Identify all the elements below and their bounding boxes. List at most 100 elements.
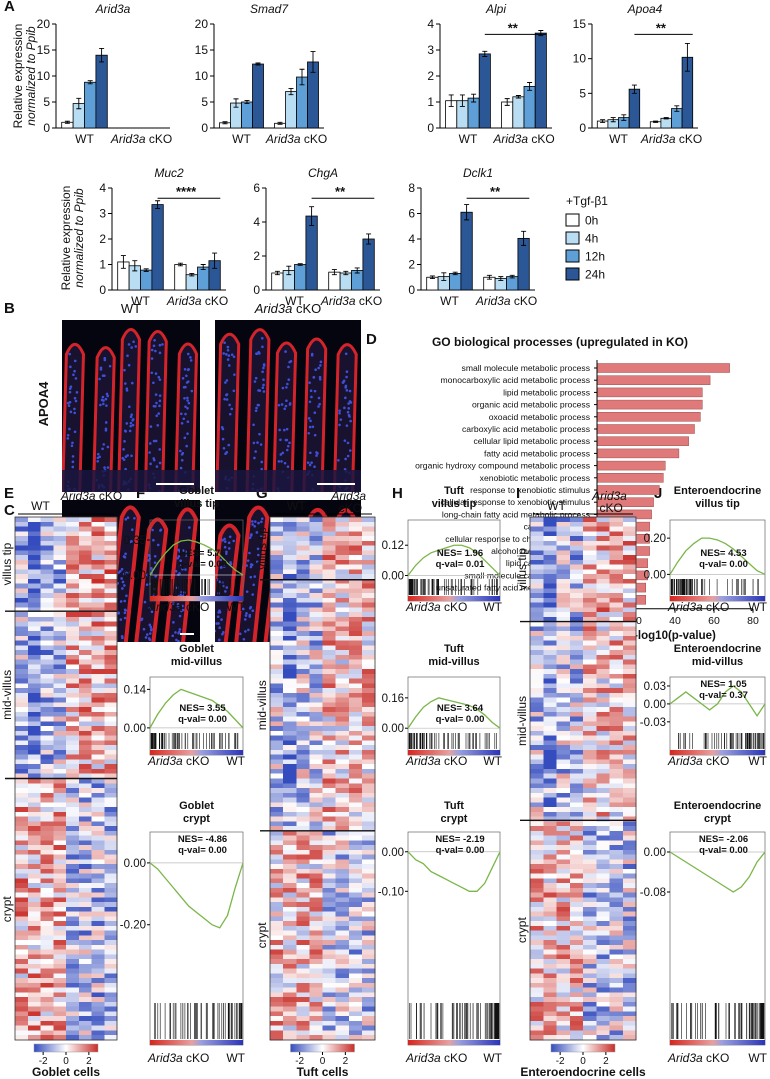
nucleus — [147, 649, 150, 652]
nucleus — [347, 413, 351, 417]
nucleus — [73, 411, 77, 415]
heatmap-cell — [530, 607, 544, 613]
heatmap-cell — [569, 802, 584, 808]
heatmap-cell — [322, 778, 336, 784]
heatmap-cell — [104, 949, 118, 955]
heatmap-cell — [322, 925, 336, 931]
nucleus — [73, 396, 77, 400]
heatmap-cell — [309, 740, 323, 746]
heatmap-cell — [40, 526, 54, 532]
heatmap-cell — [556, 721, 571, 727]
heatmap-cell — [283, 997, 297, 1003]
heatmap-cell — [569, 555, 584, 561]
barcode — [154, 1003, 243, 1039]
heatmap-cell — [583, 987, 597, 993]
heatmap-cell — [40, 973, 54, 979]
heatmap-cell — [104, 916, 118, 922]
heatmap-cell — [78, 645, 92, 651]
heatmap-cell — [609, 574, 624, 580]
qval-label: q-val= 0.00 — [436, 714, 485, 725]
heatmap-cell — [283, 897, 297, 903]
heatmap-cell — [78, 626, 92, 632]
heatmap-cell — [104, 616, 118, 622]
heatmap-cell — [622, 906, 637, 912]
heatmap-cell — [270, 764, 284, 770]
nucleus — [286, 465, 290, 468]
heatmap-cell — [583, 559, 597, 565]
heatmap-cell — [543, 840, 557, 846]
heatmap-cell — [556, 521, 571, 527]
heatmap-cell — [596, 740, 610, 746]
heatmap-cell — [78, 616, 92, 622]
panel-letter: H — [392, 485, 403, 502]
heatmap-cell — [583, 716, 597, 722]
heatmap-cell — [530, 830, 544, 836]
heatmap-cell — [609, 645, 624, 651]
heatmap-cell — [91, 783, 105, 789]
heatmap-cell — [309, 531, 323, 537]
heatmap-cell — [335, 574, 350, 580]
nucleus — [131, 423, 135, 427]
heatmap-cell — [15, 692, 29, 698]
heatmap-cell — [530, 759, 544, 765]
heatmap-cell — [296, 797, 310, 803]
heatmap-cell — [66, 759, 80, 765]
heatmap-cell — [296, 835, 310, 841]
y-tick-label: 0.16 — [382, 693, 404, 705]
heatmap-cell — [40, 569, 54, 575]
heatmap-cell — [569, 982, 584, 988]
heatmap-cell — [91, 692, 105, 698]
heatmap-cell — [543, 921, 557, 927]
heatmap-cell — [283, 978, 297, 984]
heatmap-cell — [40, 640, 54, 646]
heatmap-cell — [569, 1006, 584, 1012]
nucleus — [123, 616, 127, 620]
heatmap-cell — [66, 602, 80, 608]
heatmap-cell — [596, 550, 610, 556]
heatmap-cell — [283, 545, 297, 551]
heatmap-cell — [596, 607, 610, 613]
heatmap-cell — [569, 864, 584, 870]
heatmap-cell — [596, 626, 610, 632]
heatmap-cell — [348, 778, 363, 784]
heatmap-cell — [309, 1030, 323, 1036]
heatmap-cell — [596, 768, 610, 775]
y-tick-label: 2 — [99, 232, 106, 246]
chart-title: Alpi — [485, 2, 506, 16]
heatmap-cell — [530, 854, 544, 860]
x-tick-label: WT — [285, 294, 304, 308]
heatmap-cell — [270, 897, 284, 903]
heatmap-cell — [283, 550, 297, 556]
enrichment-curve — [669, 685, 766, 718]
heatmap-cell — [596, 764, 610, 770]
heatmap-cell — [322, 992, 336, 998]
heatmap-cell — [596, 835, 610, 841]
heatmap-cell — [66, 987, 80, 993]
nucleus — [260, 517, 264, 520]
heatmap-cell — [361, 555, 376, 561]
heatmap-cell — [622, 878, 637, 884]
heatmap-cell — [15, 749, 29, 756]
heatmap-cell — [270, 716, 284, 722]
nucleus — [66, 437, 70, 440]
heatmap-cell — [53, 545, 67, 551]
heatmap-cell — [583, 759, 597, 765]
heatmap-cell — [596, 892, 610, 898]
heatmap-cell — [309, 826, 323, 832]
heatmap-cell — [583, 578, 597, 584]
heatmap-cell — [66, 773, 80, 779]
heatmap-cell — [543, 640, 557, 646]
heatmap-cell — [104, 574, 118, 580]
heatmap-cell — [335, 621, 350, 627]
heatmap-cell — [583, 616, 597, 622]
heatmap-cell — [361, 887, 376, 893]
heatmap-cell — [596, 616, 610, 622]
heatmap-cell — [270, 963, 284, 969]
heatmap — [270, 517, 376, 1041]
heatmap-cell — [543, 902, 557, 908]
heatmap-cell — [556, 688, 571, 694]
nucleus — [262, 383, 265, 387]
heatmap-cell — [596, 878, 610, 884]
nucleus — [183, 436, 187, 440]
heatmap-cell — [66, 873, 80, 879]
